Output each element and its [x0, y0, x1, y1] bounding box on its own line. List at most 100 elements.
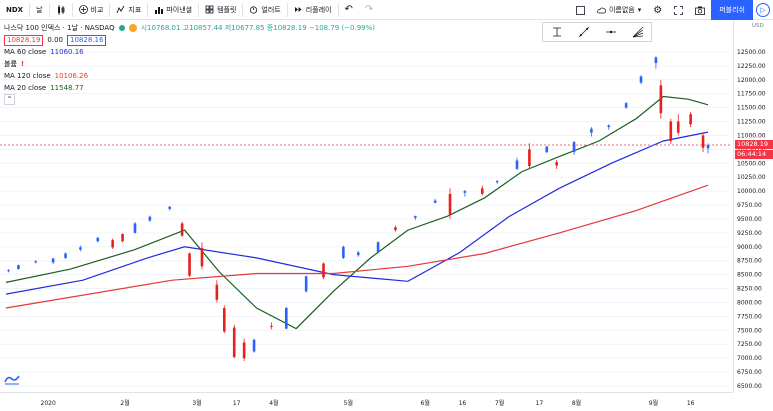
candle-body: [394, 227, 397, 231]
fullscreen-button[interactable]: [668, 0, 689, 20]
price-tick-label: 7250.00: [737, 341, 762, 348]
replay-label: 리플레이: [305, 5, 332, 14]
alert-button[interactable]: 얼러트: [243, 0, 286, 20]
candle-body: [433, 200, 437, 203]
candle-body: [654, 57, 658, 64]
time-axis[interactable]: 2020 2월 3월 17 4월 5월 6월 16 7월 17 8월 9월 16: [0, 392, 733, 411]
time-tick-label: 6월: [421, 399, 430, 407]
templates-button[interactable]: 템플릿: [199, 0, 242, 20]
candle-style-button[interactable]: [50, 0, 72, 20]
time-tick-label: 17: [536, 400, 544, 407]
candle-body: [304, 276, 308, 292]
ma120-legend-row[interactable]: MA 120 close 10106.26: [4, 70, 375, 82]
time-tick-label: 5월: [344, 399, 353, 407]
ma20-legend-row[interactable]: MA 20 close 11548.77: [4, 82, 375, 94]
replay-icon: [294, 7, 302, 12]
layout-name-button[interactable]: 이름없음 ▾: [591, 0, 647, 20]
symbol-legend-row: 나스닥 100 인덱스 · 1날 · NASDAQ 시10768.01 고108…: [4, 22, 375, 34]
indicators-icon: [117, 5, 125, 14]
financials-button[interactable]: 파이낸셜: [148, 0, 198, 20]
fullscreen-icon: [674, 5, 684, 15]
play-icon: ▷: [760, 6, 766, 14]
price-tick-label: 10000.00: [737, 188, 766, 195]
last-price-tag: 10828.19: [735, 140, 773, 149]
candle-body: [148, 216, 152, 221]
candle-body: [607, 125, 611, 128]
time-tick-label: 8월: [572, 399, 581, 407]
bar-countdown-tag: 06:44:14: [735, 150, 773, 159]
candle-body: [232, 327, 236, 358]
publish-button[interactable]: 퍼블리쉬: [711, 0, 753, 20]
buy-button[interactable]: 10828.16: [67, 34, 107, 46]
price-tick-label: 11500.00: [737, 105, 766, 112]
layout-button[interactable]: [570, 0, 591, 20]
candle-body: [322, 263, 325, 278]
compare-label: 비교: [90, 5, 104, 14]
candle-body: [701, 135, 705, 148]
time-tick-label: 2월: [120, 399, 129, 407]
price-tick-label: 6750.00: [737, 369, 762, 376]
ma60-line: [5, 131, 709, 295]
camera-icon: [695, 6, 706, 15]
price-tick-label: 9000.00: [737, 244, 762, 251]
fan-icon[interactable]: [632, 26, 644, 38]
indicators-button[interactable]: 지표: [110, 0, 147, 20]
toolbar-divider: [286, 2, 288, 17]
toolbar-right: 이름없음 ▾ ⚙ 퍼블리쉬 ▷: [570, 0, 773, 20]
chart-pane[interactable]: [0, 20, 730, 392]
candle-body: [639, 76, 643, 83]
price-axis[interactable]: 12500.00 12250.00 12000.00 11750.00 11500.00…: [733, 20, 773, 392]
time-tick-label: 3월: [192, 399, 201, 407]
price-tick-label: 10250.00: [737, 174, 766, 181]
ma60-legend-row[interactable]: MA 60 close 11060.16: [4, 46, 375, 58]
symbol-search-button[interactable]: NDX: [0, 0, 29, 20]
template-icon: [205, 5, 214, 14]
play-button[interactable]: ▷: [756, 3, 770, 17]
candle-body: [215, 284, 219, 300]
publish-label: 퍼블리쉬: [719, 6, 745, 14]
replay-button[interactable]: 리플레이: [288, 0, 338, 20]
candle-body: [342, 246, 345, 258]
candle-body: [624, 103, 628, 108]
collapse-legend-button[interactable]: ^: [4, 94, 16, 105]
compare-button[interactable]: 비교: [73, 0, 110, 20]
price-tick-label: 9750.00: [737, 202, 762, 209]
alarm-clock-icon: [250, 6, 258, 14]
candle-body: [168, 206, 172, 209]
undo-button[interactable]: ↶: [339, 0, 359, 20]
trend-line-icon[interactable]: [578, 26, 590, 38]
toolbar-divider: [48, 2, 50, 17]
chart-legend: 나스닥 100 인덱스 · 1날 · NASDAQ 시10768.01 고108…: [4, 22, 375, 105]
price-chart[interactable]: [0, 20, 730, 392]
chevron-down-icon: ▾: [637, 6, 642, 14]
cursor-text-icon[interactable]: [551, 26, 563, 38]
volume-label: 볼륨: [4, 60, 17, 68]
sell-button[interactable]: 10828.19: [4, 34, 44, 46]
time-axis-scale: 2020 2월 3월 17 4월 5월 6월 16 7월 17 8월 9월 16: [41, 399, 695, 407]
price-axis-scale: 12500.00 12250.00 12000.00 11750.00 11500.00…: [737, 23, 766, 390]
volume-legend-row[interactable]: 볼륨 !: [4, 58, 375, 70]
drawing-toolbar: [542, 22, 652, 42]
candle-body: [180, 223, 184, 236]
price-tick-label: 11250.00: [737, 119, 766, 126]
price-tick-label: 11000.00: [737, 132, 766, 139]
horizontal-line-icon[interactable]: [605, 26, 617, 38]
candles-icon: [57, 4, 64, 15]
interval-button[interactable]: 날: [30, 0, 48, 20]
candle-body: [121, 233, 124, 242]
time-tick-label: 9월: [649, 399, 658, 407]
redo-button[interactable]: ↷: [359, 0, 379, 20]
candle-body: [528, 149, 531, 167]
toolbar-divider: [29, 2, 31, 17]
candle-body: [285, 308, 288, 329]
candle-body: [64, 253, 67, 258]
snapshot-button[interactable]: [689, 0, 711, 20]
spread-value: 0.00: [47, 36, 63, 44]
tradingview-logo-icon[interactable]: [4, 373, 20, 385]
cloud-icon: [597, 7, 606, 13]
settings-button[interactable]: ⚙: [647, 0, 668, 20]
ma60-label: MA 60 close: [4, 48, 47, 56]
time-tick-label: 4월: [269, 399, 278, 407]
price-tick-label: 8000.00: [737, 299, 762, 306]
candle-body: [252, 339, 256, 352]
